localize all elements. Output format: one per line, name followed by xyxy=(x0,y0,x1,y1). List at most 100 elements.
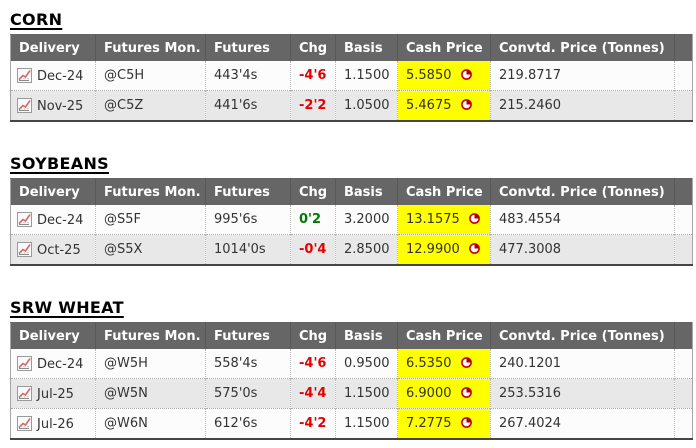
col-header-futures: Futures xyxy=(205,322,291,349)
chart-icon[interactable] xyxy=(17,211,32,227)
spacer-cell xyxy=(675,61,693,91)
cash-price-cell: 6.5350 xyxy=(397,349,491,379)
futures-price-cell: 995'6s xyxy=(205,205,291,235)
futures-month-cell: @W6N xyxy=(95,408,206,439)
delivery-label: Dec-24 xyxy=(37,356,84,372)
quotes-table: Delivery Futures Mon. Futures Chg Basis … xyxy=(10,322,693,440)
futures-month-cell: @W5H xyxy=(95,349,206,379)
table-header-row: Delivery Futures Mon. Futures Chg Basis … xyxy=(10,178,693,205)
basis-cell: 0.9500 xyxy=(335,349,398,379)
col-header-spacer xyxy=(674,34,693,61)
chart-icon[interactable] xyxy=(17,355,32,371)
col-header-cash-price: Cash Price xyxy=(397,322,491,349)
basis-cell: 1.1500 xyxy=(335,61,398,91)
section-title: SRW WHEAT xyxy=(10,298,124,317)
chart-icon[interactable] xyxy=(17,415,32,431)
spacer-cell xyxy=(674,234,693,265)
change-cell: -0'4 xyxy=(290,234,336,265)
cash-price-cell: 12.9900 xyxy=(397,234,491,265)
delivery-label: Oct-25 xyxy=(37,242,81,258)
change-cell: -4'4 xyxy=(290,378,336,409)
chart-icon[interactable] xyxy=(17,67,32,83)
change-cell: -4'6 xyxy=(290,349,336,379)
table-row: Nov-25 @C5Z 441'6s -2'2 1.0500 5.4675 21… xyxy=(10,90,693,121)
spacer-cell xyxy=(674,408,693,439)
chart-icon[interactable] xyxy=(17,385,32,401)
col-header-chg: Chg xyxy=(290,178,336,205)
basis-cell: 3.2000 xyxy=(335,205,398,235)
table-row: Dec-24 @C5H 443'4s -4'6 1.1500 5.5850 21… xyxy=(10,61,693,91)
cash-price-value: 7.2775 xyxy=(406,416,452,431)
cash-price-value: 13.1575 xyxy=(406,212,460,227)
change-value: -2'2 xyxy=(299,98,327,113)
futures-price-cell: 443'4s xyxy=(205,61,291,91)
col-header-basis: Basis xyxy=(335,322,398,349)
col-header-spacer xyxy=(674,178,693,205)
delayed-quote-clock-icon xyxy=(460,69,472,80)
delivery-cell: Jul-25 xyxy=(10,378,96,409)
futures-month-cell: @C5H xyxy=(95,61,206,91)
delivery-label: Nov-25 xyxy=(37,98,84,114)
table-row: Jul-25 @W5N 575'0s -4'4 1.1500 6.9000 25… xyxy=(10,378,693,409)
futures-price-cell: 558'4s xyxy=(205,349,291,379)
delivery-cell: Jul-26 xyxy=(10,408,96,439)
col-header-chg: Chg xyxy=(290,322,336,349)
commodity-section-srw-wheat: SRW WHEAT Delivery Futures Mon. Futures … xyxy=(10,299,696,440)
change-cell: -4'2 xyxy=(290,408,336,439)
col-header-delivery: Delivery xyxy=(10,34,96,61)
spacer-cell xyxy=(674,378,693,409)
change-value: -4'2 xyxy=(299,416,327,431)
table-header-row: Delivery Futures Mon. Futures Chg Basis … xyxy=(10,322,693,349)
cash-price-cell: 5.4675 xyxy=(397,90,491,121)
commodity-section-corn: CORN Delivery Futures Mon. Futures Chg B… xyxy=(10,11,696,122)
col-header-cash-price: Cash Price xyxy=(397,178,491,205)
cash-price-value: 6.5350 xyxy=(406,356,452,371)
chart-icon[interactable] xyxy=(17,97,32,113)
spacer-cell xyxy=(674,90,693,121)
delayed-quote-clock-icon xyxy=(468,213,480,224)
chart-icon[interactable] xyxy=(17,241,32,257)
table-row: Oct-25 @S5X 1014'0s -0'4 2.8500 12.9900 … xyxy=(10,234,693,265)
delivery-cell: Dec-24 xyxy=(10,205,96,235)
col-header-cash-price: Cash Price xyxy=(397,34,491,61)
futures-month-cell: @S5F xyxy=(95,205,206,235)
delivery-label: Jul-26 xyxy=(37,416,74,432)
futures-price-cell: 441'6s xyxy=(205,90,291,121)
futures-month-cell: @W5N xyxy=(95,378,206,409)
delivery-label: Dec-24 xyxy=(37,68,84,84)
col-header-convtd-price: Convtd. Price (Tonnes) xyxy=(490,178,675,205)
table-row: Dec-24 @W5H 558'4s -4'6 0.9500 6.5350 24… xyxy=(10,349,693,379)
col-header-basis: Basis xyxy=(335,34,398,61)
table-header-row: Delivery Futures Mon. Futures Chg Basis … xyxy=(10,34,693,61)
cash-price-cell: 13.1575 xyxy=(397,205,491,235)
convtd-price-cell: 483.4554 xyxy=(490,205,675,235)
convtd-price-cell: 240.1201 xyxy=(490,349,675,379)
col-header-futures: Futures xyxy=(205,178,291,205)
basis-cell: 1.0500 xyxy=(335,90,398,121)
futures-price-cell: 575'0s xyxy=(205,378,291,409)
delivery-cell: Oct-25 xyxy=(10,234,96,265)
convtd-price-cell: 215.2460 xyxy=(490,90,675,121)
spacer-cell xyxy=(675,349,693,379)
col-header-futures: Futures xyxy=(205,34,291,61)
futures-month-cell: @C5Z xyxy=(95,90,206,121)
cash-price-cell: 6.9000 xyxy=(397,378,491,409)
section-title: SOYBEANS xyxy=(10,154,109,173)
col-header-delivery: Delivery xyxy=(10,322,96,349)
table-row: Jul-26 @W6N 612'6s -4'2 1.1500 7.2775 26… xyxy=(10,408,693,439)
delivery-cell: Dec-24 xyxy=(10,61,96,91)
basis-cell: 2.8500 xyxy=(335,234,398,265)
spacer-cell xyxy=(675,205,693,235)
convtd-price-cell: 253.5316 xyxy=(490,378,675,409)
futures-price-cell: 1014'0s xyxy=(205,234,291,265)
convtd-price-cell: 477.3008 xyxy=(490,234,675,265)
cash-price-value: 5.5850 xyxy=(406,68,452,83)
col-header-delivery: Delivery xyxy=(10,178,96,205)
change-value: -4'6 xyxy=(299,356,327,371)
delivery-cell: Nov-25 xyxy=(10,90,96,121)
basis-cell: 1.1500 xyxy=(335,378,398,409)
change-value: -4'6 xyxy=(299,68,327,83)
convtd-price-cell: 267.4024 xyxy=(490,408,675,439)
col-header-chg: Chg xyxy=(290,34,336,61)
change-cell: -4'6 xyxy=(290,61,336,91)
